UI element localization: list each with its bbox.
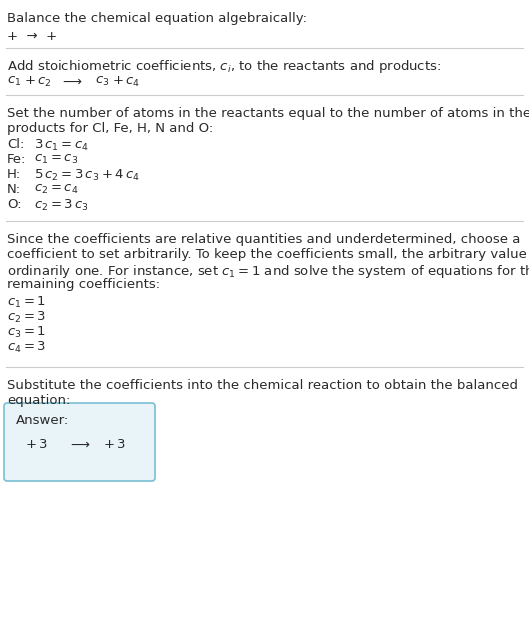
Text: $+\,3$: $+\,3$ xyxy=(103,438,125,451)
Text: $+\,c_2$: $+\,c_2$ xyxy=(24,75,51,89)
Text: Cl:: Cl: xyxy=(7,138,24,151)
FancyBboxPatch shape xyxy=(4,403,155,481)
Text: $+\,c_4$: $+\,c_4$ xyxy=(112,75,140,89)
Text: $3\,c_1 = c_4$: $3\,c_1 = c_4$ xyxy=(34,138,89,153)
Text: $c_1$: $c_1$ xyxy=(7,75,21,88)
Text: Set the number of atoms in the reactants equal to the number of atoms in the: Set the number of atoms in the reactants… xyxy=(7,107,529,120)
Text: products for Cl, Fe, H, N and O:: products for Cl, Fe, H, N and O: xyxy=(7,122,213,135)
Text: Fe:: Fe: xyxy=(7,153,26,166)
Text: H:: H: xyxy=(7,168,21,181)
Text: $+\,3$: $+\,3$ xyxy=(25,438,48,451)
Text: Since the coefficients are relative quantities and underdetermined, choose a: Since the coefficients are relative quan… xyxy=(7,233,521,246)
Text: +  →  +: + → + xyxy=(7,30,57,43)
Text: remaining coefficients:: remaining coefficients: xyxy=(7,278,160,291)
Text: Balance the chemical equation algebraically:: Balance the chemical equation algebraica… xyxy=(7,12,307,25)
Text: $\longrightarrow$: $\longrightarrow$ xyxy=(60,75,83,88)
Text: Answer:: Answer: xyxy=(16,414,69,427)
Text: $c_3$: $c_3$ xyxy=(95,75,110,88)
Text: $c_2 = c_4$: $c_2 = c_4$ xyxy=(34,183,78,196)
Text: $c_2 = 3\,c_3$: $c_2 = 3\,c_3$ xyxy=(34,198,89,213)
Text: $c_1 = 1$: $c_1 = 1$ xyxy=(7,295,46,310)
Text: $c_4 = 3$: $c_4 = 3$ xyxy=(7,340,46,355)
Text: ordinarily one. For instance, set $c_1 = 1$ and solve the system of equations fo: ordinarily one. For instance, set $c_1 =… xyxy=(7,263,529,280)
Text: O:: O: xyxy=(7,198,22,211)
Text: N:: N: xyxy=(7,183,21,196)
Text: coefficient to set arbitrarily. To keep the coefficients small, the arbitrary va: coefficient to set arbitrarily. To keep … xyxy=(7,248,529,261)
Text: equation:: equation: xyxy=(7,394,70,407)
Text: $5\,c_2 = 3\,c_3 + 4\,c_4$: $5\,c_2 = 3\,c_3 + 4\,c_4$ xyxy=(34,168,140,183)
Text: $c_2 = 3$: $c_2 = 3$ xyxy=(7,310,46,325)
Text: $\longrightarrow$: $\longrightarrow$ xyxy=(68,438,91,451)
Text: Substitute the coefficients into the chemical reaction to obtain the balanced: Substitute the coefficients into the che… xyxy=(7,379,518,392)
Text: Add stoichiometric coefficients, $c_i$, to the reactants and products:: Add stoichiometric coefficients, $c_i$, … xyxy=(7,58,441,75)
Text: $c_3 = 1$: $c_3 = 1$ xyxy=(7,325,46,340)
Text: $c_1 = c_3$: $c_1 = c_3$ xyxy=(34,153,78,166)
